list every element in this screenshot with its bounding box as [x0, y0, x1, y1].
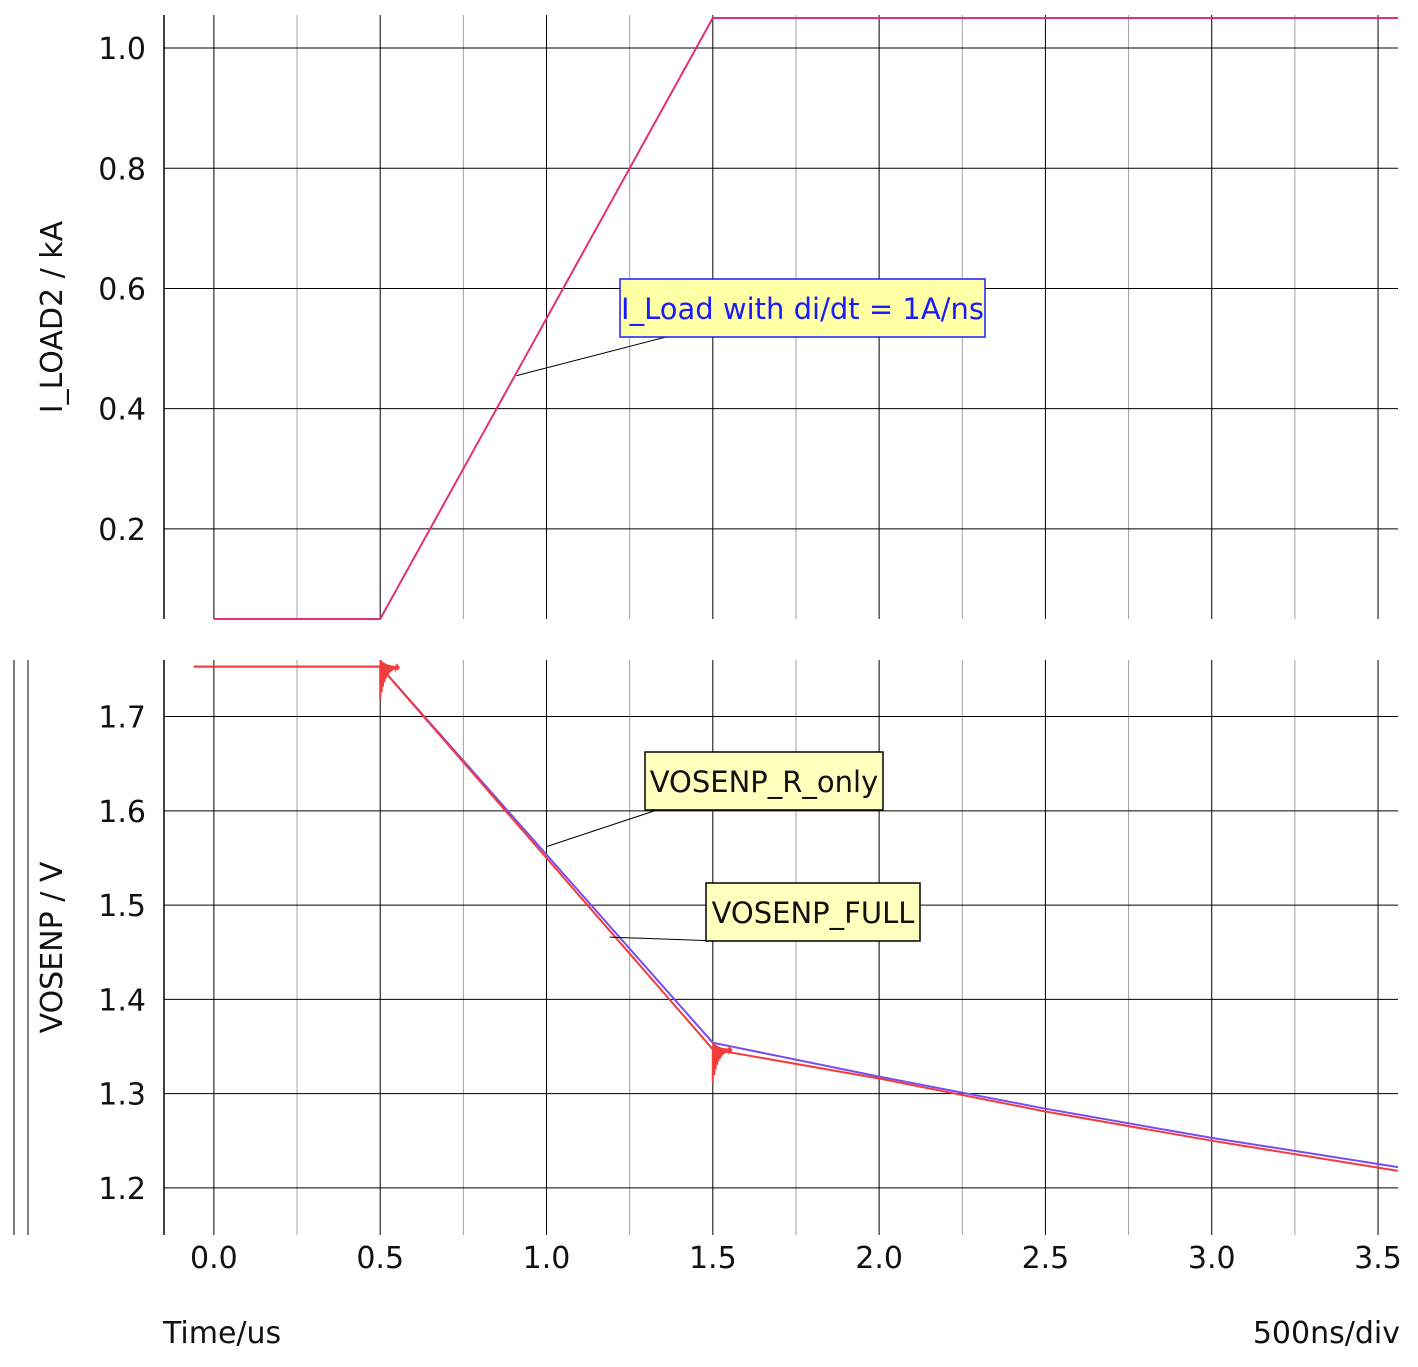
annotation-box — [619, 278, 986, 338]
x-tick-label: 2.5 — [1022, 1241, 1070, 1276]
y-axis-title: I_LOAD2 / kA — [35, 220, 70, 413]
annotation-label: VOSENP_R_only — [650, 765, 879, 799]
y-tick-label: 0.4 — [98, 393, 146, 428]
x-tick-label: 3.0 — [1188, 1241, 1236, 1276]
y-tick-label: 1.4 — [98, 983, 146, 1018]
y-tick-label: 0.6 — [98, 272, 146, 307]
ringing-burst — [711, 1042, 733, 1083]
annotation-leader-line — [516, 336, 667, 377]
y-tick-label: 1.7 — [98, 701, 146, 736]
x-tick-label: 0.5 — [356, 1241, 404, 1276]
y-tick-label: 1.0 — [98, 32, 146, 67]
annotation-box — [644, 751, 884, 811]
y-tick-label: 1.5 — [98, 889, 146, 924]
x-tick-label: 1.0 — [523, 1241, 571, 1276]
y-tick-label: 1.3 — [98, 1078, 146, 1113]
time-per-division-label: 500ns/div — [1252, 1316, 1400, 1351]
series-line-i-load-with-di-dt-1a-ns — [213, 17, 1398, 620]
x-tick-label: 2.0 — [855, 1241, 903, 1276]
ringing-burst — [379, 659, 401, 700]
x-tick-label: 3.5 — [1354, 1241, 1402, 1276]
annotation-label: I_Load with di/dt = 1A/ns — [621, 292, 984, 326]
annotation-box — [705, 882, 921, 942]
x-tick-label: 1.5 — [689, 1241, 737, 1276]
x-axis-label: Time/us — [163, 1316, 282, 1351]
y-tick-label: 0.8 — [98, 152, 146, 187]
y-tick-label: 1.2 — [98, 1172, 146, 1207]
annotation-leader-line — [609, 936, 719, 942]
y-axis-title: VOSENP / V — [35, 861, 70, 1033]
annotation-label: VOSENP_FULL — [712, 896, 915, 930]
x-tick-label: 0.0 — [190, 1241, 238, 1276]
y-tick-label: 1.6 — [98, 795, 146, 830]
y-tick-label: 0.2 — [98, 513, 146, 548]
annotation-leader-line — [546, 809, 658, 848]
